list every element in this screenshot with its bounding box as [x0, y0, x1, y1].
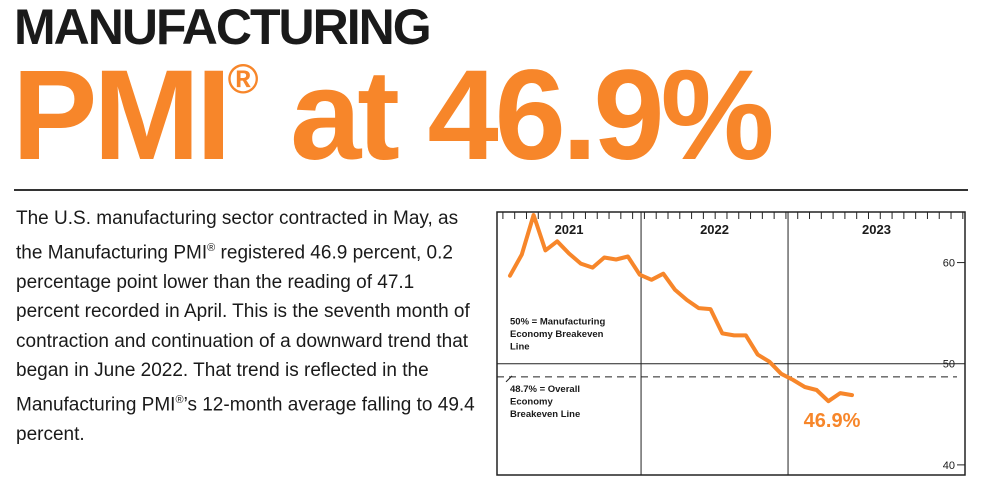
chart-frame — [496, 211, 966, 476]
headline-manufacturing: MANUFACTURING — [14, 0, 432, 55]
year-label: 2022 — [700, 222, 729, 237]
year-label: 2023 — [862, 222, 891, 237]
registered-mark: ® — [175, 393, 184, 406]
reference-line-label: Line — [510, 342, 530, 353]
reference-line-label: Economy Breakeven — [510, 329, 604, 340]
body-text-segment: ’s 12-month average falling to 49.4 perc… — [16, 394, 475, 445]
body-paragraph: The U.S. manufacturing sector contracted… — [16, 204, 478, 449]
headline-pmi-text: PMI — [12, 44, 232, 187]
y-tick-label: 40 — [943, 460, 955, 472]
reference-line-label: Economy — [510, 396, 553, 407]
year-label: 2021 — [555, 222, 584, 237]
body-text-segment: registered 46.9 percent, 0.2 percentage … — [16, 241, 470, 416]
y-tick-label: 60 — [943, 258, 955, 270]
reference-line-label: 50% = Manufacturing — [510, 317, 605, 328]
registered-mark: ® — [207, 241, 216, 254]
headline-pmi-value: at 46.9% — [258, 44, 774, 187]
registered-mark: ® — [227, 55, 259, 102]
pmi-chart: 2021 2022 2023 60 50 40 50% = Manufacturing Eco… — [492, 207, 970, 479]
reference-line-label: Breakeven Line — [510, 409, 580, 420]
y-tick-label: 50 — [943, 359, 955, 371]
reference-line-label: 48.7% = Overall — [510, 384, 580, 395]
reference-label-pointer — [505, 375, 513, 383]
headline-pmi: PMI® at 46.9% — [12, 52, 774, 180]
pmi-series-line — [508, 213, 854, 404]
header-divider — [14, 189, 968, 191]
body-text-segment: The U.S. manufacturing sector contracted… — [16, 208, 459, 263]
last-value-label: 46.9% — [804, 410, 861, 432]
